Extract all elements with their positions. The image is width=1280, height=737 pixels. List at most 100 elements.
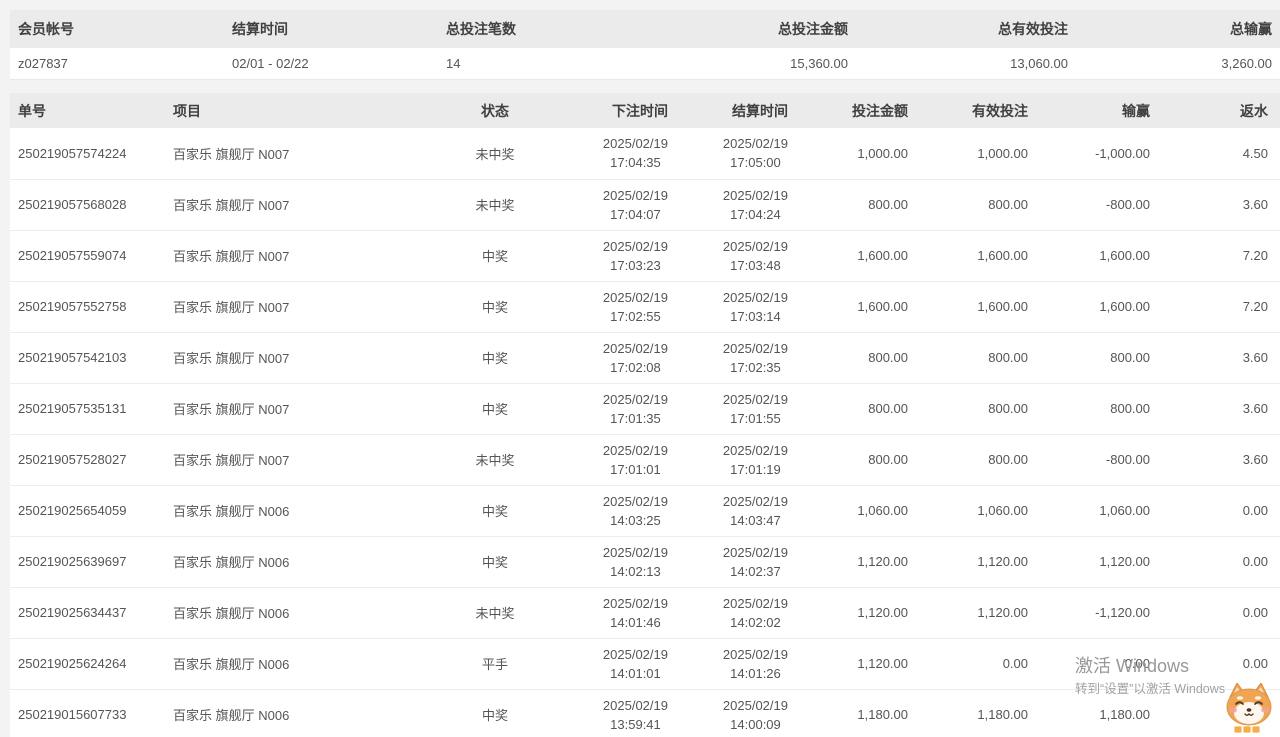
cell-rebate: 7.20 <box>1160 281 1280 333</box>
bet-table-body: 250219057574224 百家乐 旗舰厅 N007 未中奖 2025/02… <box>10 128 1280 737</box>
cell-winloss: -800.00 <box>1038 179 1160 231</box>
cell-valid-bet: 0.00 <box>918 638 1038 690</box>
cell-bet-time: 2025/02/19 17:01:35 <box>535 383 678 435</box>
cell-bet-time: 2025/02/19 17:01:01 <box>535 434 678 486</box>
table-row: 250219057552758 百家乐 旗舰厅 N007 中奖 2025/02/… <box>10 281 1280 333</box>
cell-valid-bet: 800.00 <box>918 179 1038 231</box>
table-row: 250219025634437 百家乐 旗舰厅 N006 未中奖 2025/02… <box>10 587 1280 639</box>
cell-bet-amount: 800.00 <box>798 332 918 384</box>
cell-winloss: -800.00 <box>1038 434 1160 486</box>
cell-order-no: 250219025654059 <box>10 485 165 537</box>
cell-bet-amount: 1,180.00 <box>798 689 918 737</box>
summary-header-total-count: 总投注笔数 <box>438 10 652 48</box>
col-header-game: 项目 <box>165 93 455 128</box>
cell-game: 百家乐 旗舰厅 N007 <box>165 128 455 180</box>
cell-settle-time: 2025/02/19 14:01:26 <box>678 638 798 690</box>
cell-bet-amount: 1,000.00 <box>798 128 918 180</box>
cell-valid-bet: 1,180.00 <box>918 689 1038 737</box>
summary-header-account: 会员帐号 <box>10 10 224 48</box>
cell-settle-time: 2025/02/19 14:00:09 <box>678 689 798 737</box>
cell-game: 百家乐 旗舰厅 N006 <box>165 485 455 537</box>
col-header-rebate: 返水 <box>1160 93 1280 128</box>
cell-rebate: 0.00 <box>1160 638 1280 690</box>
table-row: 250219025624264 百家乐 旗舰厅 N006 平手 2025/02/… <box>10 638 1280 690</box>
cell-winloss: 1,180.00 <box>1038 689 1160 737</box>
table-row: 250219057568028 百家乐 旗舰厅 N007 未中奖 2025/02… <box>10 179 1280 231</box>
cell-winloss: -1,120.00 <box>1038 587 1160 639</box>
cell-game: 百家乐 旗舰厅 N007 <box>165 332 455 384</box>
cell-bet-amount: 1,120.00 <box>798 587 918 639</box>
cell-settle-time: 2025/02/19 17:04:24 <box>678 179 798 231</box>
cell-bet-amount: 800.00 <box>798 179 918 231</box>
bet-table-header-row: 单号 项目 状态 下注时间 结算时间 投注金额 有效投注 输赢 返水 <box>10 93 1280 128</box>
cell-status: 中奖 <box>455 383 535 435</box>
cell-bet-time: 2025/02/19 13:59:41 <box>535 689 678 737</box>
cell-valid-bet: 800.00 <box>918 332 1038 384</box>
cell-status: 未中奖 <box>455 179 535 231</box>
table-row: 250219025639697 百家乐 旗舰厅 N006 中奖 2025/02/… <box>10 536 1280 588</box>
cell-bet-time: 2025/02/19 14:01:01 <box>535 638 678 690</box>
cell-rebate: 3.60 <box>1160 383 1280 435</box>
cell-game: 百家乐 旗舰厅 N006 <box>165 587 455 639</box>
summary-account: z027837 <box>10 48 224 80</box>
cell-winloss: 1,120.00 <box>1038 536 1160 588</box>
cell-order-no: 250219025639697 <box>10 536 165 588</box>
cell-bet-amount: 1,600.00 <box>798 281 918 333</box>
cell-status: 未中奖 <box>455 434 535 486</box>
cell-game: 百家乐 旗舰厅 N006 <box>165 638 455 690</box>
cell-bet-time: 2025/02/19 17:03:23 <box>535 230 678 282</box>
table-row: 250219057559074 百家乐 旗舰厅 N007 中奖 2025/02/… <box>10 230 1280 282</box>
cell-status: 中奖 <box>455 536 535 588</box>
cell-status: 中奖 <box>455 689 535 737</box>
cell-bet-amount: 1,060.00 <box>798 485 918 537</box>
summary-header-total-winloss: 总输赢 <box>1078 10 1280 48</box>
cell-bet-time: 2025/02/19 14:01:46 <box>535 587 678 639</box>
table-row: 250219057542103 百家乐 旗舰厅 N007 中奖 2025/02/… <box>10 332 1280 384</box>
table-row: 250219057574224 百家乐 旗舰厅 N007 未中奖 2025/02… <box>10 128 1280 180</box>
summary-total-winloss: 3,260.00 <box>1078 48 1280 80</box>
cell-status: 未中奖 <box>455 587 535 639</box>
shiba-mascot-icon <box>1220 683 1278 737</box>
summary-total-amount: 15,360.00 <box>652 48 858 80</box>
cell-winloss: 1,600.00 <box>1038 281 1160 333</box>
cell-settle-time: 2025/02/19 14:03:47 <box>678 485 798 537</box>
cell-status: 未中奖 <box>455 128 535 180</box>
cell-order-no: 250219015607733 <box>10 689 165 737</box>
summary-header-settle-period: 结算时间 <box>224 10 438 48</box>
cell-rebate: 0.00 <box>1160 485 1280 537</box>
cell-winloss: 1,600.00 <box>1038 230 1160 282</box>
cell-bet-time: 2025/02/19 17:04:07 <box>535 179 678 231</box>
cell-order-no: 250219025624264 <box>10 638 165 690</box>
cell-settle-time: 2025/02/19 17:01:19 <box>678 434 798 486</box>
cell-valid-bet: 1,600.00 <box>918 281 1038 333</box>
cell-bet-amount: 1,120.00 <box>798 536 918 588</box>
cell-status: 中奖 <box>455 281 535 333</box>
mascot-signature <box>1233 725 1261 734</box>
cell-game: 百家乐 旗舰厅 N007 <box>165 230 455 282</box>
summary-header-row: 会员帐号 结算时间 总投注笔数 总投注金额 总有效投注 总输赢 <box>10 10 1280 48</box>
summary-total-count: 14 <box>438 48 652 80</box>
cell-status: 中奖 <box>455 332 535 384</box>
cell-order-no: 250219057559074 <box>10 230 165 282</box>
col-header-winloss: 输赢 <box>1038 93 1160 128</box>
cell-valid-bet: 1,000.00 <box>918 128 1038 180</box>
cell-rebate: 0.00 <box>1160 587 1280 639</box>
cell-valid-bet: 1,600.00 <box>918 230 1038 282</box>
cell-winloss: -1,000.00 <box>1038 128 1160 180</box>
cell-order-no: 250219025634437 <box>10 587 165 639</box>
cell-game: 百家乐 旗舰厅 N006 <box>165 689 455 737</box>
cell-settle-time: 2025/02/19 17:03:48 <box>678 230 798 282</box>
cell-bet-amount: 800.00 <box>798 383 918 435</box>
col-header-bet-time: 下注时间 <box>535 93 678 128</box>
cell-order-no: 250219057568028 <box>10 179 165 231</box>
cell-settle-time: 2025/02/19 14:02:02 <box>678 587 798 639</box>
cell-winloss: 1,060.00 <box>1038 485 1160 537</box>
summary-settle-period: 02/01 - 02/22 <box>224 48 438 80</box>
cell-rebate: 4.50 <box>1160 128 1280 180</box>
table-row: 250219025654059 百家乐 旗舰厅 N006 中奖 2025/02/… <box>10 485 1280 537</box>
summary-header-total-valid: 总有效投注 <box>858 10 1078 48</box>
cell-bet-amount: 1,600.00 <box>798 230 918 282</box>
cell-rebate: 3.60 <box>1160 434 1280 486</box>
cell-order-no: 250219057574224 <box>10 128 165 180</box>
